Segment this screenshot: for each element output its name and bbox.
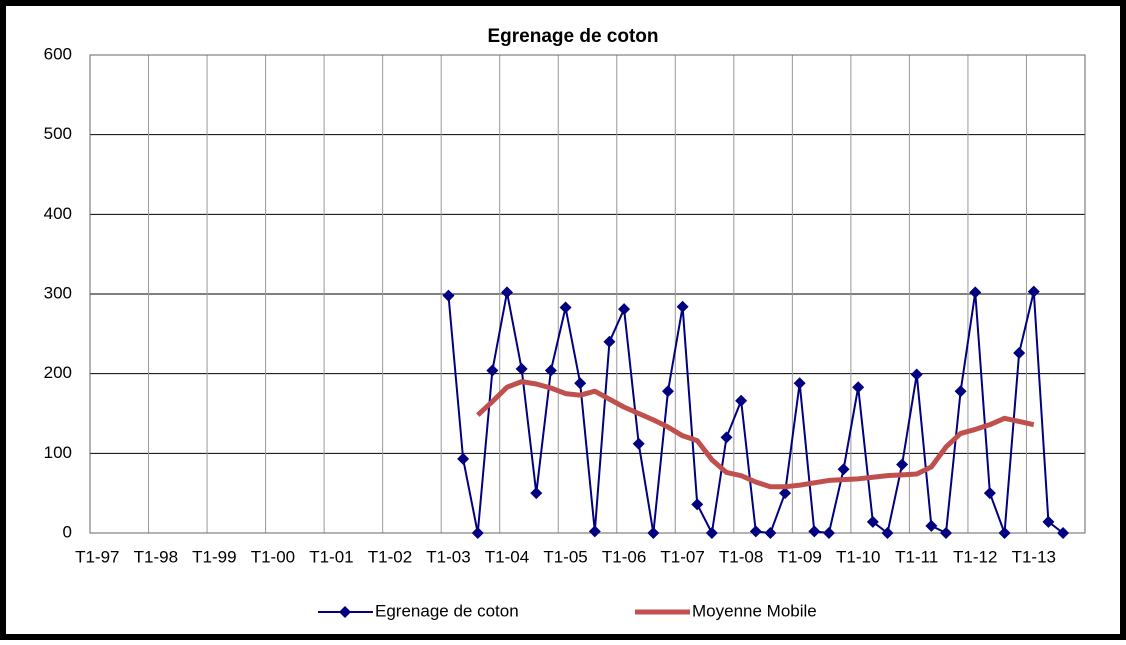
marker: [735, 394, 748, 407]
plot-border: [89, 54, 1086, 534]
marker: [866, 515, 879, 528]
marker: [720, 431, 733, 444]
marker: [969, 286, 982, 299]
marker: [457, 452, 470, 465]
marker: [837, 463, 850, 476]
marker: [852, 381, 865, 394]
marker: [793, 377, 806, 390]
x-tick-label: T1-01: [309, 547, 353, 566]
marker: [471, 527, 484, 539]
x-tick-label: T1-04: [485, 547, 529, 566]
x-tick-label: T1-98: [134, 547, 178, 566]
x-tick-label: T1-10: [836, 547, 880, 566]
marker: [618, 303, 631, 316]
y-tick-label: 400: [44, 204, 72, 223]
x-tick-label: T1-11: [895, 547, 938, 566]
marker: [559, 301, 572, 314]
marker: [588, 525, 601, 538]
y-tick-label: 500: [44, 124, 72, 143]
marker: [998, 527, 1011, 539]
x-tick-label: T1-12: [953, 547, 997, 566]
legend-label: Egrenage de coton: [375, 601, 519, 620]
marker: [574, 377, 587, 390]
marker: [647, 527, 660, 539]
marker: [705, 527, 718, 539]
y-tick-label: 600: [44, 44, 72, 63]
marker: [603, 335, 616, 348]
y-tick-label: 0: [63, 522, 72, 541]
x-tick-label: T1-13: [1012, 547, 1056, 566]
chart-title: Egrenage de coton: [487, 26, 658, 47]
marker: [691, 498, 704, 511]
y-tick-label: 200: [44, 363, 72, 382]
marker: [501, 286, 514, 299]
legend-label: Moyenne Mobile: [692, 601, 817, 620]
marker: [486, 364, 499, 377]
marker: [1013, 346, 1026, 359]
series-line: [476, 379, 1035, 490]
x-tick-label: T1-02: [368, 547, 412, 566]
x-tick-label: T1-05: [543, 547, 587, 566]
marker: [1057, 527, 1070, 539]
marker: [676, 300, 689, 313]
x-tick-label: T1-99: [192, 547, 236, 566]
x-tick-label: T1-97: [75, 547, 119, 566]
marker: [661, 385, 674, 398]
y-tick-label: 300: [44, 283, 72, 302]
marker: [749, 525, 762, 538]
marker: [632, 437, 645, 450]
marker: [544, 364, 557, 377]
x-tick-label: T1-00: [251, 547, 295, 566]
marker: [764, 527, 777, 539]
marker: [822, 527, 835, 539]
x-tick-label: T1-09: [777, 547, 821, 566]
marker: [779, 487, 792, 500]
marker: [910, 368, 923, 381]
x-tick-label: T1-07: [660, 547, 704, 566]
legend-marker: [339, 606, 351, 618]
marker: [1027, 285, 1040, 298]
x-tick-label: T1-06: [602, 547, 646, 566]
marker: [442, 289, 455, 302]
marker: [530, 487, 543, 500]
marker: [939, 527, 952, 539]
marker: [925, 519, 938, 532]
marker: [1042, 515, 1055, 528]
marker: [881, 527, 894, 539]
marker: [896, 458, 909, 471]
marker: [515, 362, 528, 375]
marker: [983, 487, 996, 500]
marker: [808, 525, 821, 538]
y-tick-label: 100: [44, 443, 72, 462]
x-tick-label: T1-08: [719, 547, 763, 566]
x-tick-label: T1-03: [426, 547, 470, 566]
marker: [954, 385, 967, 398]
